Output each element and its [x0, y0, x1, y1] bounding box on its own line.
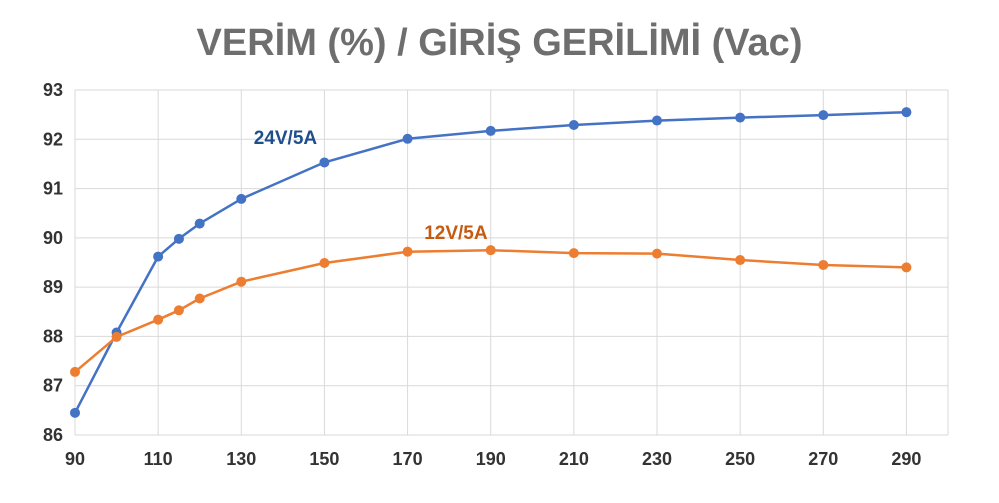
data-point [236, 193, 247, 204]
data-point [194, 293, 205, 304]
data-point [818, 259, 829, 270]
x-tick-label: 210 [559, 449, 589, 469]
y-tick-label: 91 [43, 179, 63, 199]
y-tick-label: 90 [43, 228, 63, 248]
data-point [402, 246, 413, 257]
y-tick-label: 86 [43, 425, 63, 445]
data-point [173, 305, 184, 316]
data-point [236, 276, 247, 287]
data-point [735, 112, 746, 123]
data-point [735, 255, 746, 266]
data-point [70, 366, 80, 377]
data-point [818, 110, 829, 121]
y-tick-label: 92 [43, 129, 63, 149]
data-point [568, 248, 579, 259]
x-tick-label: 250 [725, 449, 755, 469]
data-point [111, 331, 122, 342]
data-point [70, 407, 80, 418]
data-point [901, 262, 912, 273]
x-tick-label: 270 [808, 449, 838, 469]
series-labels: 24V/5A 12V/5A [254, 128, 488, 244]
data-point [319, 157, 330, 168]
x-tick-label: 230 [642, 449, 672, 469]
x-tick-label: 190 [476, 449, 506, 469]
data-point [153, 314, 164, 325]
data-point [901, 107, 912, 118]
x-tick-label: 130 [226, 449, 256, 469]
y-tick-label: 93 [43, 80, 63, 100]
x-tick-label: 90 [65, 449, 85, 469]
data-series [70, 107, 912, 418]
data-point [485, 245, 496, 256]
y-tick-label: 87 [43, 376, 63, 396]
chart-title: VERİM (%) / GİRİŞ GERİLİMİ (Vac) [196, 22, 803, 64]
x-tick-label: 110 [144, 449, 173, 469]
x-tick-label: 290 [891, 449, 921, 469]
data-point [194, 218, 205, 229]
gridlines [74, 89, 949, 436]
data-point [652, 248, 662, 259]
data-point [402, 133, 413, 144]
y-tick-label: 88 [43, 326, 63, 346]
series-label-0: 24V/5A [254, 128, 318, 149]
x-tick-label: 150 [309, 449, 339, 469]
data-point [652, 115, 662, 126]
series-label-1: 12V/5A [424, 223, 488, 244]
y-tick-label: 89 [43, 277, 63, 297]
data-point [319, 257, 330, 268]
data-point [173, 233, 184, 244]
data-point [568, 119, 579, 130]
axis-tick-labels: 86 87 88 89 90 91 92 93 90 110 130 150 170 190 210 230 2… [43, 80, 921, 469]
data-point [153, 251, 164, 262]
x-tick-label: 170 [393, 449, 423, 469]
data-point [485, 125, 496, 136]
